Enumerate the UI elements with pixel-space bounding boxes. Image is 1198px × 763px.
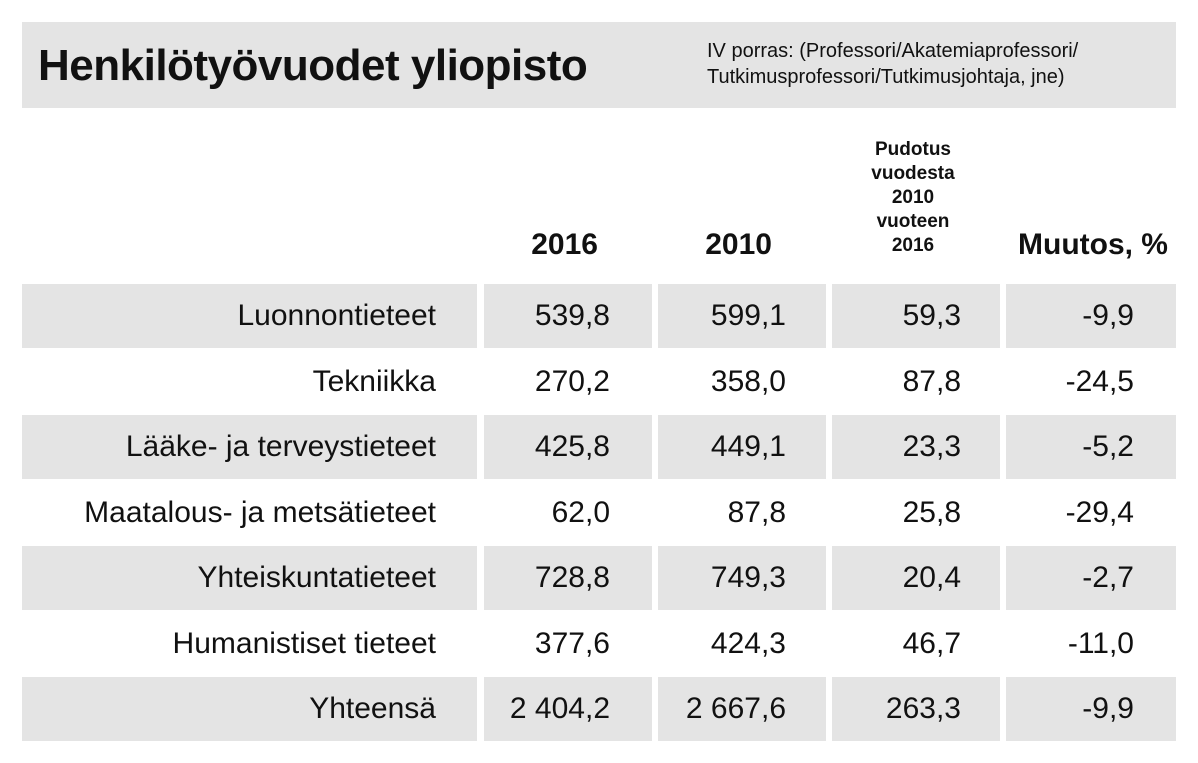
column-header-drop: Pudotus vuodesta 2010 vuoteen 2016 xyxy=(850,138,976,258)
table-cell-bg xyxy=(658,415,826,479)
table-cell-bg xyxy=(832,284,1000,348)
table-cell-value-2016: 425,8 xyxy=(534,430,610,463)
table-cell-value-2010: 424,3 xyxy=(710,627,786,660)
table-cell-category: Tekniikka xyxy=(312,365,436,398)
table-cell-bg xyxy=(484,415,652,479)
title-bar: Henkilötyövuodet yliopisto IV porras: (P… xyxy=(22,22,1176,108)
table-cell-bg xyxy=(484,677,652,741)
column-header-drop-line: Pudotus xyxy=(875,139,951,160)
page-title: Henkilötyövuodet yliopisto xyxy=(38,41,588,90)
table-cell-value-2010: 749,3 xyxy=(710,561,786,594)
column-header-drop-line: vuoteen xyxy=(876,211,950,232)
subtitle-line-2: Tutkimusprofessori/Tutkimusjohtaja, jne) xyxy=(707,66,1065,88)
table-cell-value-change: -11,0 xyxy=(1067,627,1134,660)
table-cell-value-drop: 25,8 xyxy=(902,496,961,529)
table-cell-value-2010: 449,1 xyxy=(710,430,786,463)
column-header-change: Muutos, % xyxy=(1018,228,1168,261)
table-cell-bg xyxy=(832,677,1000,741)
table-cell-bg xyxy=(1006,546,1176,610)
column-header-drop-line: 2016 xyxy=(891,235,935,256)
table-cell-value-2016: 539,8 xyxy=(534,299,610,332)
table-cell-bg xyxy=(22,677,477,741)
table-cell-bg xyxy=(658,546,826,610)
table-cell-bg xyxy=(832,546,1000,610)
table-cell-bg xyxy=(658,284,826,348)
table-cell-category: Yhteiskuntatieteet xyxy=(197,561,437,594)
table-cell-value-drop: 46,7 xyxy=(902,627,961,660)
table-cell-value-change: -2,7 xyxy=(1082,561,1134,594)
table-cell-value-change: -9,9 xyxy=(1082,299,1134,332)
table-cell-category: Yhteensä xyxy=(309,692,436,725)
subtitle: IV porras: (Professori/Akatemiaprofessor… xyxy=(707,38,1078,90)
table-cell-bg xyxy=(484,284,652,348)
table-cell-value-change: -5,2 xyxy=(1082,430,1134,463)
table-cell-value-2010: 599,1 xyxy=(710,299,786,332)
column-header-2010: 2010 xyxy=(705,228,772,261)
table-cell-bg xyxy=(1006,284,1176,348)
table-cell-value-2016: 270,2 xyxy=(534,365,610,398)
table-cell-value-drop: 20,4 xyxy=(902,561,961,594)
table-cell-value-2010: 358,0 xyxy=(710,365,786,398)
table-cell-value-drop: 59,3 xyxy=(902,299,961,332)
table-cell-category: Humanistiset tieteet xyxy=(172,627,436,660)
table-cell-bg xyxy=(658,677,826,741)
table-cell-value-drop: 23,3 xyxy=(902,430,961,463)
table-cell-value-drop: 87,8 xyxy=(902,365,961,398)
table-cell-value-change: -9,9 xyxy=(1082,692,1134,725)
column-header-2016: 2016 xyxy=(531,228,598,261)
table-cell-value-change: -24,5 xyxy=(1065,365,1134,398)
column-header-drop-line: vuodesta xyxy=(871,163,955,184)
table-cell-category: Maatalous- ja metsätieteet xyxy=(84,496,436,529)
table-cell-category: Lääke- ja terveystieteet xyxy=(125,430,436,463)
table-cell-bg xyxy=(22,546,477,610)
table-cell-bg xyxy=(1006,677,1176,741)
table-cell-bg xyxy=(22,415,477,479)
table-cell-bg xyxy=(1006,415,1176,479)
table-cell-bg xyxy=(484,546,652,610)
table-cell-value-2010: 87,8 xyxy=(727,496,786,529)
table-cell-value-change: -29,4 xyxy=(1065,496,1134,529)
table-cell-value-2016: 62,0 xyxy=(551,496,610,529)
table-cell-value-drop: 263,3 xyxy=(885,692,961,725)
table-cell-category: Luonnontieteet xyxy=(237,299,436,332)
table-cell-value-2010: 2 667,6 xyxy=(685,692,786,725)
subtitle-line-1: IV porras: (Professori/Akatemiaprofessor… xyxy=(707,40,1079,62)
table-cell-bg xyxy=(22,284,477,348)
table-cell-bg xyxy=(832,415,1000,479)
table-cell-value-2016: 728,8 xyxy=(534,561,610,594)
column-header-drop-line: 2010 xyxy=(891,187,935,208)
table-cell-value-2016: 2 404,2 xyxy=(509,692,610,725)
table-cell-value-2016: 377,6 xyxy=(534,627,610,660)
